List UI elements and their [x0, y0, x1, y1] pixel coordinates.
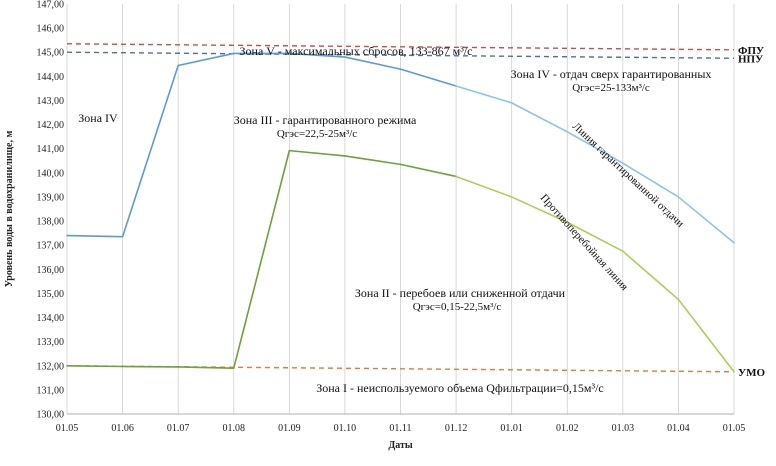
vertical-gridlines [66, 4, 735, 414]
x-tick-label: 01.07 [167, 423, 190, 434]
y-tick-label: 141,00 [37, 144, 65, 155]
series-segment [177, 366, 235, 369]
y-tick-label: 134,00 [37, 313, 65, 324]
y-axis-label: Уровень воды в водохранилище, м [4, 131, 15, 288]
y-tick-label: 137,00 [37, 241, 65, 252]
reference-line-1 [66, 51, 735, 59]
series-lines [66, 52, 735, 373]
x-tick-labels: 01.05 01.06 01.07 01.08 01.09 01.10 01.11 01.12… [56, 423, 746, 434]
x-tick-label: 01.11 [389, 423, 411, 434]
series-segment [232, 149, 291, 369]
series-segment [622, 162, 680, 198]
y-tick-labels: 130,00 131,00 132,00 133,00 134,00 135,00 136,… [37, 0, 65, 421]
zone-4-right-flow: Qгэс=25-133м³/с [572, 82, 650, 94]
series-segment [288, 149, 346, 157]
series-segment [344, 56, 402, 70]
series-segment [344, 155, 402, 166]
zone-2-flow: Qгэс=0,15-22,5м³/с [413, 301, 502, 313]
series-0 [66, 52, 735, 244]
series-segment [288, 52, 346, 58]
x-tick-label: 01.01 [500, 423, 523, 434]
x-tick-label: 01.10 [334, 423, 357, 434]
series-segment [66, 234, 124, 238]
series-segment [566, 221, 624, 253]
zone-2-label: Зона II - перебоев или сниженной отдачи [355, 286, 566, 300]
series-segment [622, 250, 680, 301]
y-tick-label: 142,00 [37, 120, 65, 131]
x-axis-label: Даты [388, 440, 413, 451]
y-tick-label: 146,00 [37, 24, 65, 35]
y-tick-label: 130,00 [37, 410, 65, 421]
x-tick-label: 01.09 [278, 423, 301, 434]
y-tick-label: 143,00 [37, 96, 65, 107]
series-segment [399, 68, 457, 87]
y-tick-label: 132,00 [37, 361, 65, 372]
series-segment [455, 85, 513, 104]
guaranteed-line-label: Линия гарантированной отдачи [570, 120, 686, 230]
y-tick-label: 138,00 [37, 217, 65, 228]
y-tick-label: 139,00 [37, 192, 65, 203]
x-tick-label: 01.03 [612, 423, 635, 434]
zone-4-left-label: Зона IV [78, 111, 118, 125]
y-tick-label: 140,00 [37, 168, 65, 179]
x-tick-label: 01.02 [556, 423, 579, 434]
series-segment [510, 196, 569, 224]
series-segment [121, 64, 179, 238]
x-tick-label: 01.12 [445, 423, 468, 434]
series-1 [66, 149, 735, 373]
series-segment [399, 163, 457, 178]
y-tick-label: 131,00 [37, 385, 65, 396]
series-segment [177, 52, 235, 67]
zone-3-flow: Qгэс=22,5-25м³/с [277, 128, 357, 140]
series-segment [677, 298, 735, 373]
zone-4-right-label: Зона IV - отдач сверх гарантированных [511, 67, 712, 81]
series-segment [510, 102, 569, 133]
reference-line-label: ФПУ [738, 45, 764, 57]
series-segment [566, 131, 624, 164]
x-tick-label: 01.04 [667, 423, 690, 434]
x-tick-label: 01.05 [56, 423, 79, 434]
y-tick-label: 136,00 [37, 265, 65, 276]
x-tick-label: 01.06 [111, 423, 134, 434]
series-segment [677, 196, 735, 244]
y-tick-label: 144,00 [37, 72, 65, 83]
zone-1-label: Зона I - неиспользуемого объема Qфильтра… [316, 381, 604, 395]
y-tick-label: 145,00 [37, 48, 65, 59]
reference-line-label: УМО [738, 367, 765, 379]
zone-3-label: Зона III - гарантированного режима [234, 113, 417, 127]
antifailure-line-label: Противоперебойная линия [538, 192, 631, 293]
y-tick-label: 135,00 [37, 289, 65, 300]
series-segment [66, 364, 124, 368]
x-tick-label: 01.08 [223, 423, 246, 434]
y-tick-label: 133,00 [37, 337, 65, 348]
zone-5-label: Зона V - максимальных сбросов, 133-867 м… [240, 44, 473, 58]
x-tick-label: 01.05 [723, 423, 746, 434]
series-segment [455, 175, 513, 198]
reference-line-0 [66, 43, 735, 51]
reference-line-label: НПУ [738, 53, 763, 65]
y-tick-label: 147,00 [37, 0, 65, 11]
